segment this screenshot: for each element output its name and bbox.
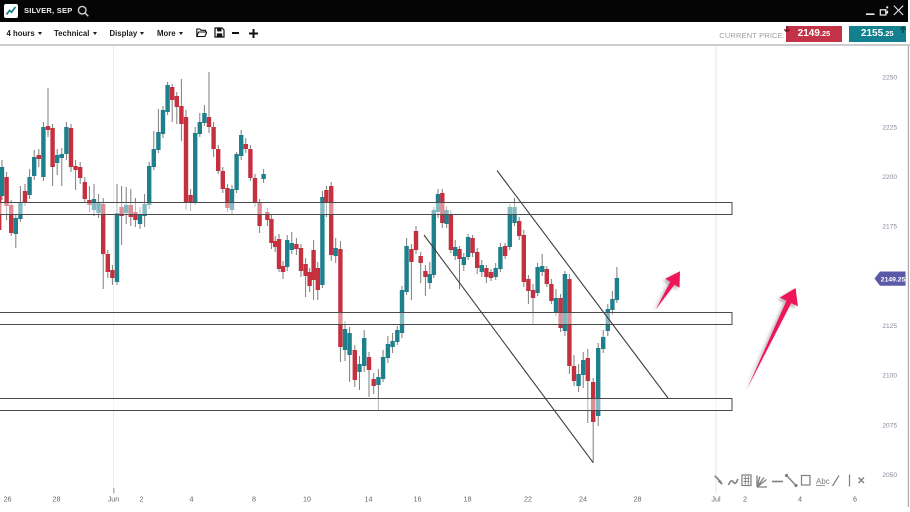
svg-text:2100: 2100 xyxy=(882,373,897,380)
svg-text:16: 16 xyxy=(414,495,422,504)
svg-text:Jul: Jul xyxy=(711,495,721,504)
svg-text:28: 28 xyxy=(53,495,61,504)
svg-text:28: 28 xyxy=(634,495,642,504)
svg-text:2200: 2200 xyxy=(882,174,897,181)
svg-text:2225: 2225 xyxy=(882,125,897,132)
svg-text:4: 4 xyxy=(190,495,194,504)
svg-text:6: 6 xyxy=(853,495,857,504)
svg-text:2175: 2175 xyxy=(882,224,897,231)
svg-text:Abc: Abc xyxy=(816,477,830,486)
svg-text:24: 24 xyxy=(579,495,587,504)
svg-text:8: 8 xyxy=(252,495,256,504)
svg-text:2050: 2050 xyxy=(882,472,897,479)
svg-text:2: 2 xyxy=(743,495,747,504)
svg-text:2125: 2125 xyxy=(882,323,897,330)
svg-text:18: 18 xyxy=(464,495,472,504)
svg-text:2: 2 xyxy=(140,495,144,504)
svg-text:4: 4 xyxy=(798,495,802,504)
svg-text:26: 26 xyxy=(4,495,12,504)
svg-text:2250: 2250 xyxy=(882,75,897,82)
svg-text:2075: 2075 xyxy=(882,422,897,429)
svg-text:Jun: Jun xyxy=(108,495,120,504)
svg-text:10: 10 xyxy=(303,495,311,504)
svg-text:22: 22 xyxy=(524,495,532,504)
svg-text:2149.25: 2149.25 xyxy=(881,276,906,283)
svg-text:14: 14 xyxy=(365,495,373,504)
